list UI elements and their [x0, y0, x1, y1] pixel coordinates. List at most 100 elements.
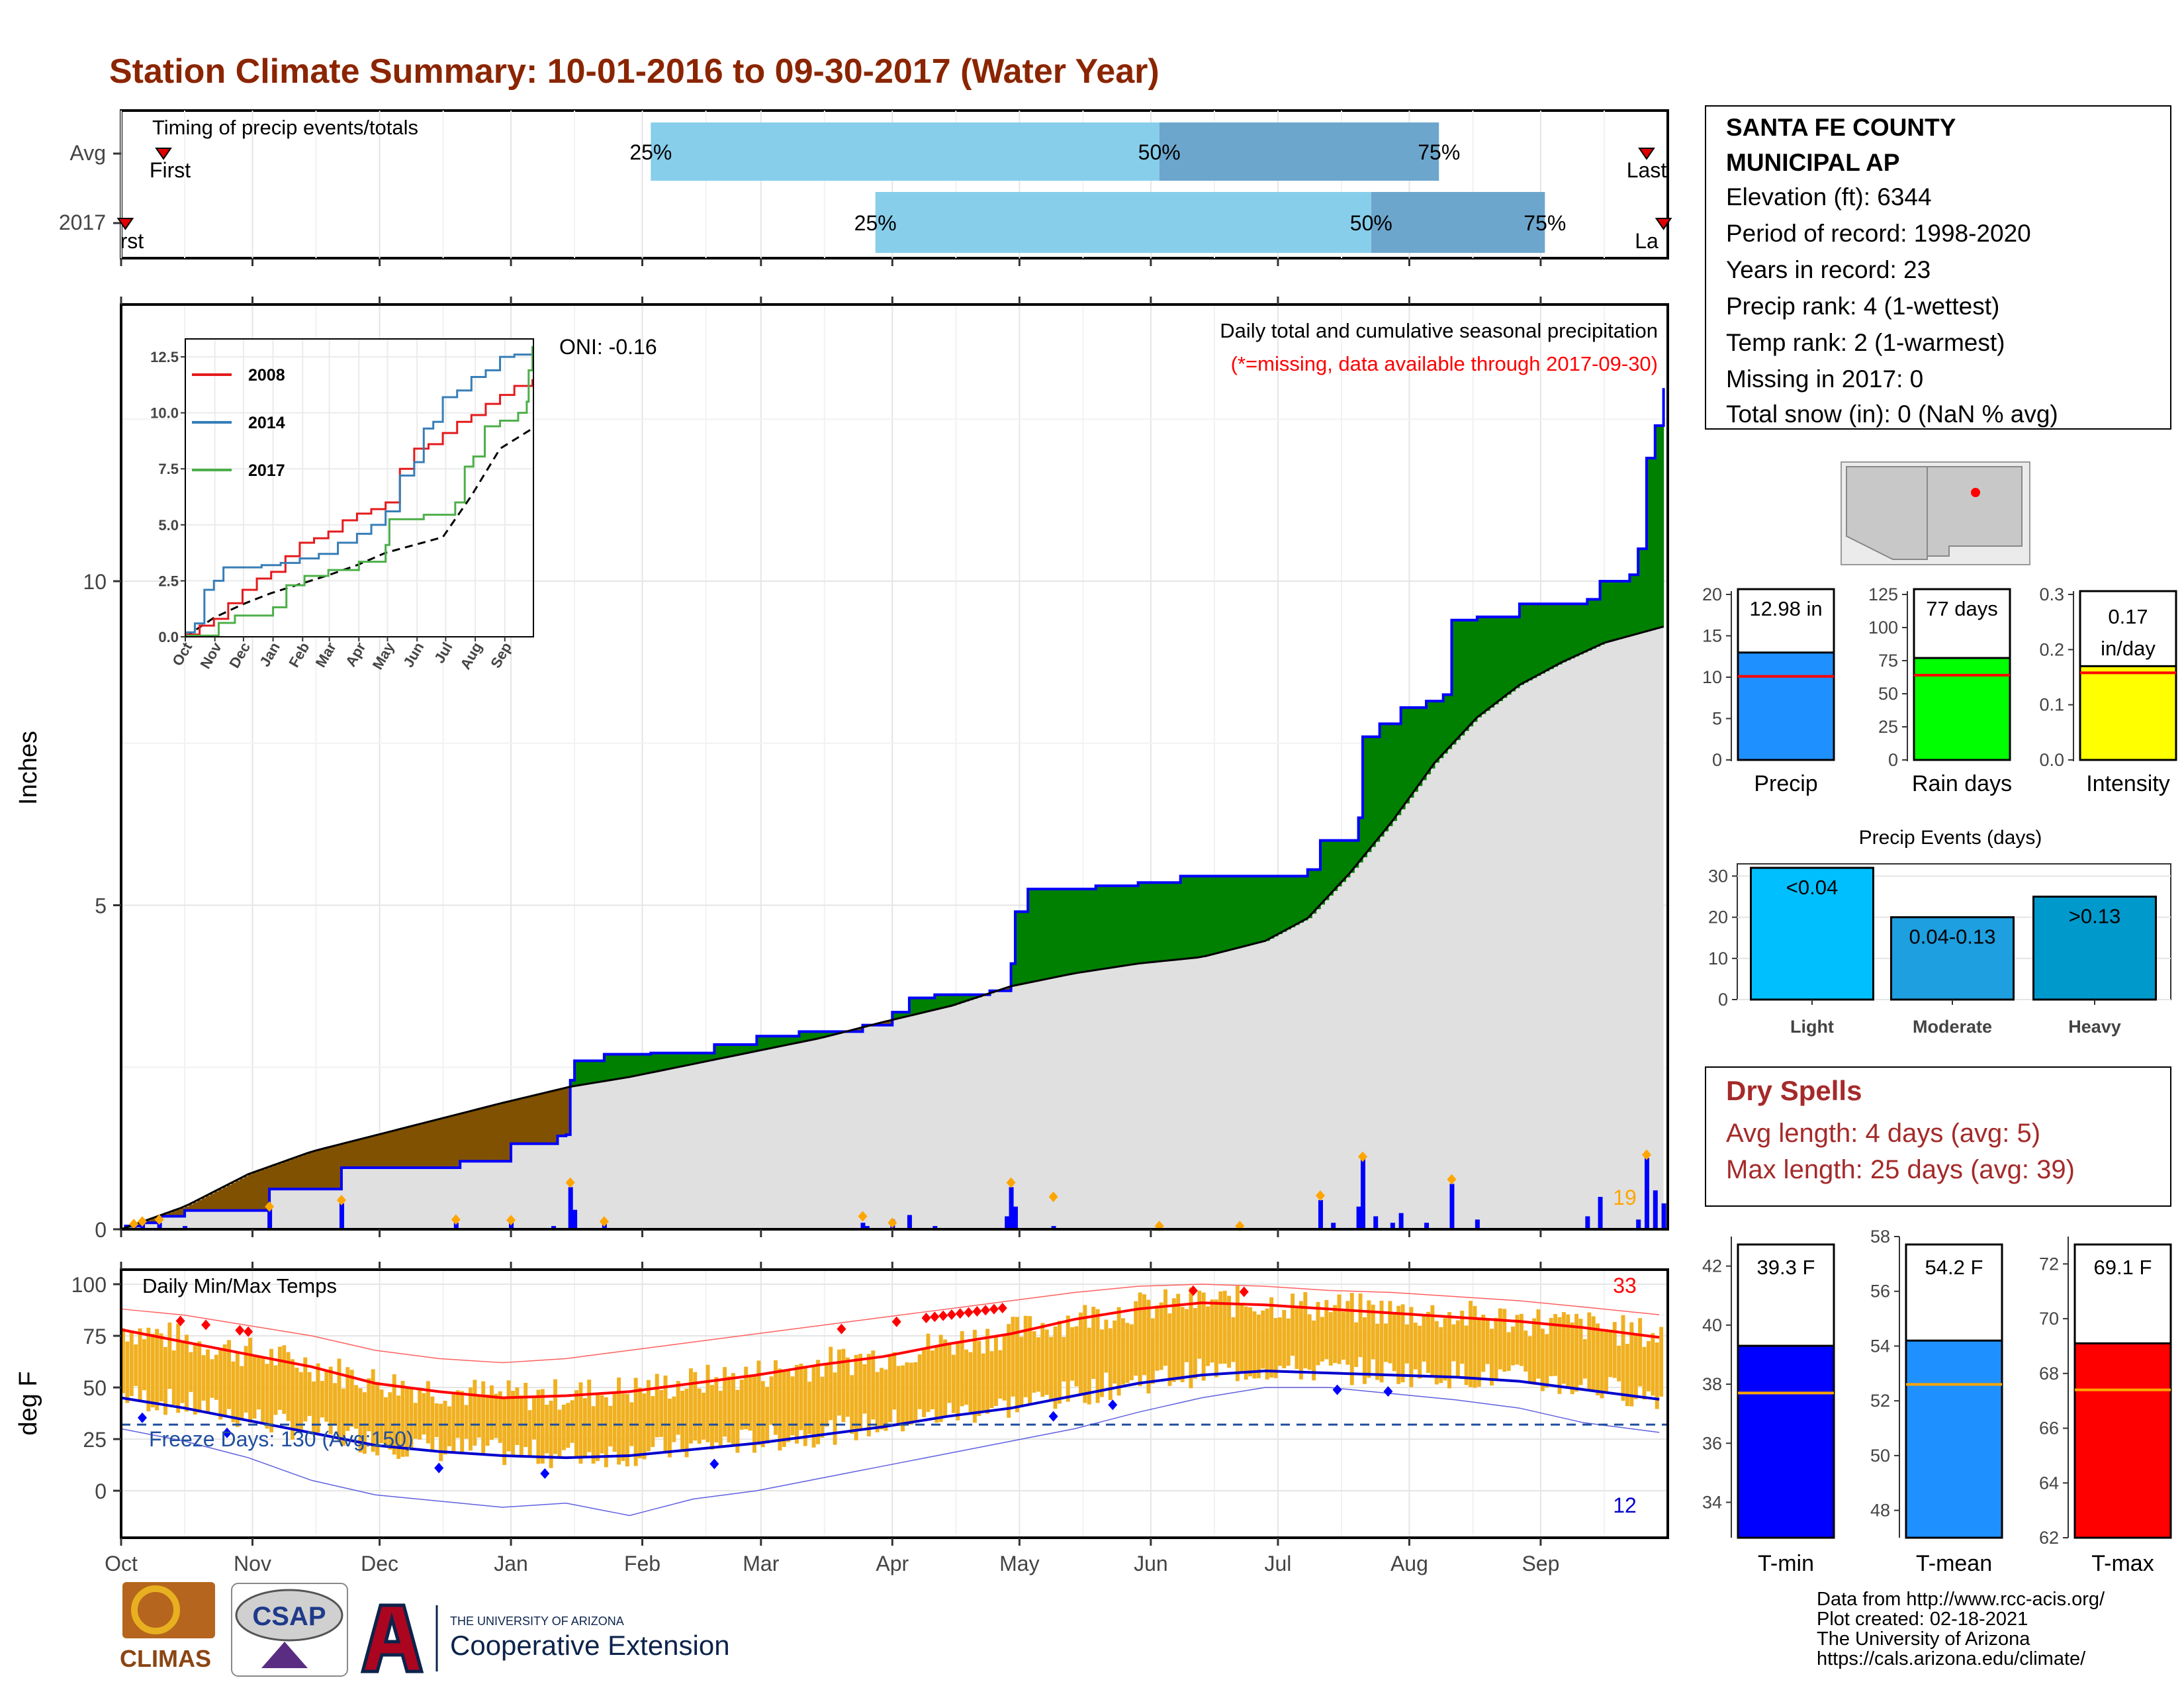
temp-ytick-label: 100	[71, 1273, 107, 1297]
daily-temp-bar	[833, 1372, 837, 1445]
above-average-fill	[1651, 457, 1656, 630]
above-average-fill	[820, 1031, 825, 1039]
below-average-fill	[545, 1092, 550, 1144]
record-max-line	[120, 1284, 1660, 1364]
above-average-fill	[1087, 889, 1092, 972]
tmean-ytick-label: 56	[1870, 1282, 1890, 1301]
daily-temp-bar	[845, 1357, 850, 1417]
above-average-fill	[723, 1044, 728, 1058]
above-average-fill	[604, 1054, 609, 1082]
daily-temp-bar	[697, 1388, 702, 1444]
timing-p25-label-2017: 25%	[854, 211, 897, 235]
above-average-fill	[1540, 604, 1545, 674]
summary-bar-charts: 0 5 10 15 20 12.98 in Precip 0 25 50 75 100 125 77 da…	[1702, 585, 2177, 796]
daily-temp-bar	[490, 1385, 494, 1440]
daily-temp-bar	[511, 1391, 515, 1456]
above-average-fill	[1011, 963, 1016, 986]
daily-temp-bar	[163, 1346, 167, 1415]
below-average-fill	[328, 1147, 334, 1190]
above-average-fill	[769, 1036, 774, 1049]
above-average-fill	[1392, 724, 1397, 821]
daily-temp-bar	[651, 1396, 655, 1447]
tmin-value-bar	[1737, 1344, 1835, 1539]
csap-logo-text: CSAP	[252, 1602, 326, 1631]
tmin-ytick-label: 38	[1702, 1374, 1722, 1394]
intensity-ytick-label: 0.2	[2039, 639, 2064, 659]
below-average-fill	[358, 1139, 363, 1168]
above-average-fill	[1210, 876, 1215, 955]
above-average-fill	[1176, 882, 1181, 960]
daily-temp-bar	[1197, 1290, 1202, 1359]
daily-temp-bar	[824, 1364, 829, 1427]
daily-temp-bar	[850, 1375, 854, 1434]
climas-logo-text: CLIMAS	[120, 1645, 211, 1672]
map-state-shapes	[1846, 466, 1928, 560]
below-average-fill	[439, 1119, 444, 1168]
station-name-line2: MUNICIPAL AP	[1726, 149, 1899, 176]
timing-row-avg: Avg	[69, 141, 106, 165]
below-average-fill	[206, 1196, 211, 1211]
daily-temp-bar	[663, 1375, 668, 1452]
ua-logo-a	[360, 1603, 424, 1673]
above-average-fill	[739, 1044, 745, 1055]
above-average-fill	[1273, 876, 1279, 937]
tmin-ytick-label: 34	[1702, 1492, 1722, 1512]
intensity-ytick-label: 0.3	[2039, 585, 2064, 604]
below-average-fill	[549, 1092, 554, 1144]
daily-temp-bar	[481, 1381, 486, 1454]
below-average-fill	[298, 1156, 304, 1190]
daily-temp-bar	[320, 1381, 324, 1418]
above-average-fill	[1333, 840, 1338, 891]
record-high-marker	[964, 1307, 974, 1318]
daily-temp-bar	[473, 1380, 477, 1446]
daily-temp-bar	[1269, 1297, 1274, 1378]
above-average-fill	[600, 1060, 605, 1082]
below-average-fill	[502, 1103, 508, 1162]
above-average-fill	[896, 1012, 901, 1019]
daily-temp-bar	[252, 1355, 257, 1419]
daily-temp-bar	[1345, 1301, 1350, 1365]
above-average-fill	[803, 1031, 808, 1042]
above-average-fill	[934, 994, 940, 1010]
below-average-fill	[227, 1185, 232, 1211]
daily-temp-bar	[1659, 1327, 1664, 1397]
below-average-fill	[511, 1101, 516, 1144]
above-average-fill	[1375, 736, 1381, 842]
events-bar-moderate	[1890, 916, 2015, 1001]
daily-temp-bar	[1629, 1322, 1634, 1407]
daily-temp-bar	[464, 1405, 469, 1439]
daily-temp-bar	[1430, 1305, 1435, 1378]
daily-temp-bar	[1633, 1333, 1638, 1399]
daily-temp-bar	[1587, 1312, 1592, 1390]
daily-temp-bar	[515, 1387, 520, 1445]
above-average-fill	[633, 1054, 639, 1076]
daily-temp-bar	[1295, 1308, 1299, 1370]
above-average-fill	[1320, 840, 1325, 905]
daily-temp-bar	[638, 1387, 643, 1458]
daily-temp-bar	[418, 1389, 422, 1440]
tmean-ytick-label: 52	[1870, 1391, 1890, 1411]
daily-precip-bar	[1661, 1203, 1666, 1229]
temp-panel-frame	[120, 1268, 1669, 1539]
precip-ytick-label: 5	[1712, 709, 1722, 729]
above-average-fill	[1455, 620, 1461, 740]
inset-legend-label-2017: 2017	[248, 461, 285, 480]
above-average-fill	[1256, 876, 1261, 943]
record-low-marker	[709, 1458, 719, 1470]
record-low-marker	[1108, 1399, 1118, 1411]
daily-temp-bar	[1095, 1309, 1100, 1403]
below-average-fill	[887, 1021, 893, 1025]
above-average-fill	[926, 998, 931, 1012]
above-average-fill	[1485, 616, 1490, 711]
avg-min-line	[120, 1370, 1660, 1460]
daily-temp-bar	[328, 1366, 333, 1434]
above-average-fill	[1396, 724, 1402, 816]
daily-temp-bar	[240, 1366, 244, 1419]
above-average-fill	[1591, 599, 1596, 649]
raindays-ytick-label: 75	[1878, 651, 1898, 671]
record-high-marker	[244, 1326, 253, 1337]
daily-temp-bar	[273, 1365, 278, 1415]
below-average-fill	[337, 1145, 342, 1190]
above-average-fill	[1621, 581, 1626, 639]
tmean-ytick-label: 58	[1870, 1227, 1890, 1246]
